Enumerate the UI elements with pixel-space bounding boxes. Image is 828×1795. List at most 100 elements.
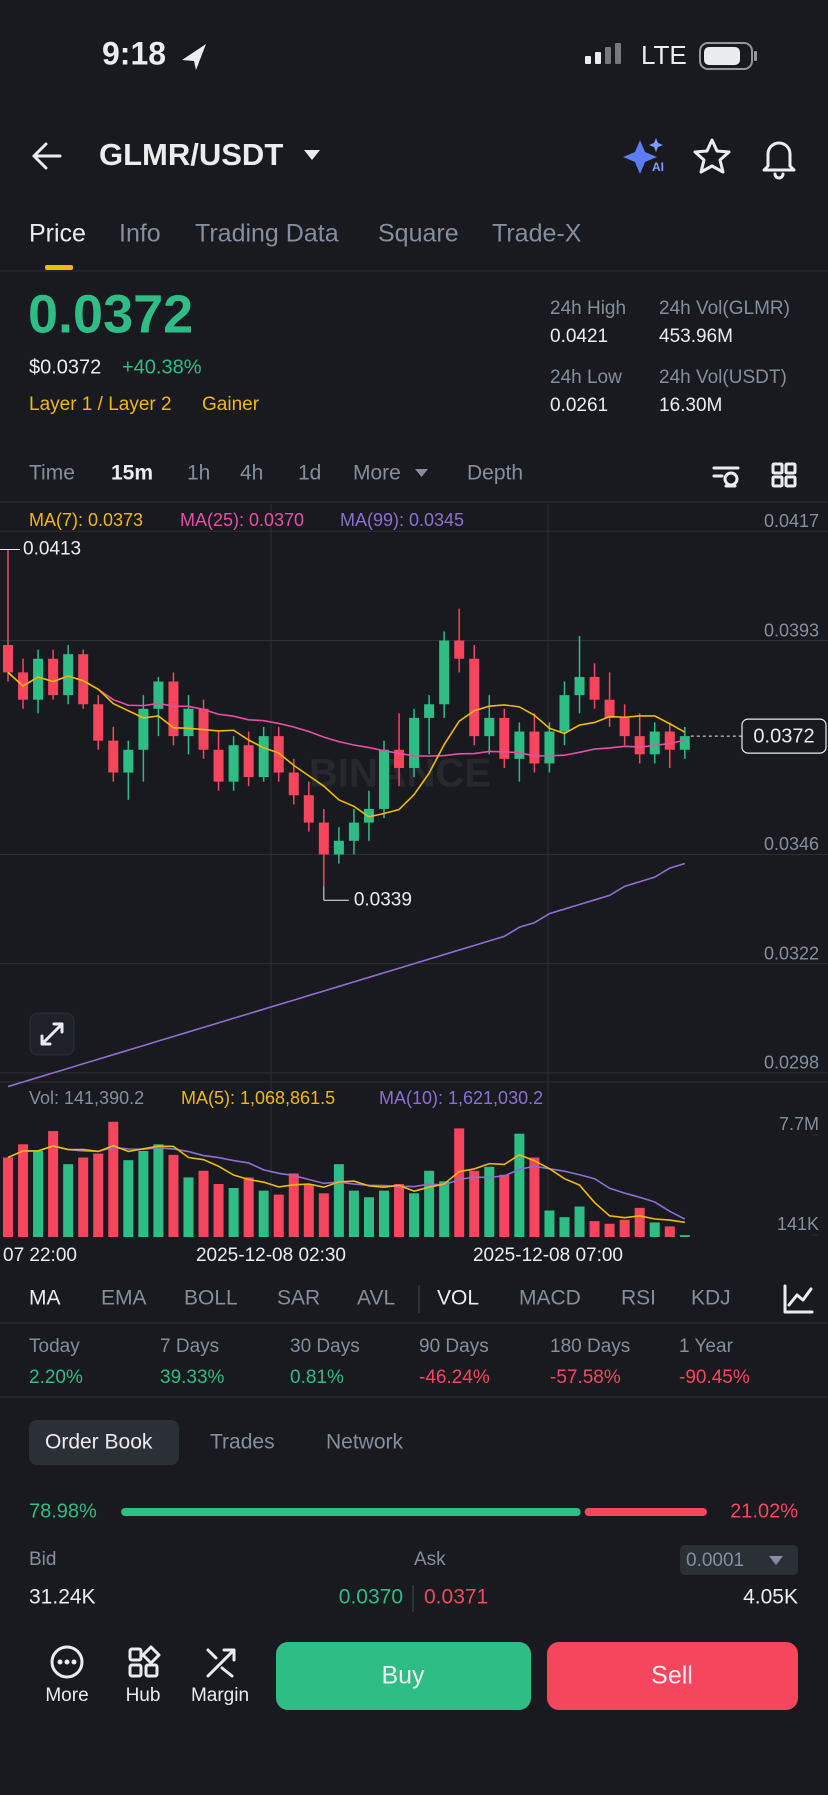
pair-title[interactable]: GLMR/USDT [99, 137, 283, 172]
candle-body [333, 840, 344, 855]
candle-body [454, 640, 465, 659]
indicator[interactable]: MACD [519, 1287, 581, 1310]
more-icon[interactable] [50, 1645, 84, 1679]
candle-body [153, 681, 164, 709]
y-tick-label: 0.0298 [764, 1053, 819, 1073]
volume-bar [439, 1181, 450, 1237]
interval[interactable]: Depth [467, 462, 523, 485]
candle-body [228, 745, 239, 782]
last-price: 0.0372 [28, 284, 193, 344]
volume-bar [63, 1164, 74, 1237]
ask-share-bar [584, 1508, 707, 1516]
tag[interactable]: Layer 1 / Layer 2 [29, 394, 172, 415]
network-label: LTE [641, 40, 687, 70]
precision-select[interactable] [680, 1545, 798, 1575]
candle-body [619, 717, 630, 737]
order-book-tab[interactable]: Network [326, 1431, 404, 1454]
more-caret [415, 469, 428, 477]
nav-label[interactable]: Margin [191, 1685, 249, 1706]
interval[interactable]: 1h [187, 462, 210, 485]
volume-bar [484, 1166, 495, 1237]
last-price-box [741, 718, 827, 754]
candle-body [168, 681, 179, 737]
tab[interactable]: Trading Data [195, 220, 339, 248]
share-bar [121, 1508, 707, 1516]
volume-bar [664, 1226, 675, 1237]
volume-bar [273, 1194, 284, 1237]
favorite-button[interactable] [693, 138, 731, 174]
candle-body [634, 736, 645, 755]
pair-dropdown[interactable] [304, 150, 320, 160]
interval-bar: Time 15m 1h 4h 1d More Depth [29, 462, 523, 485]
volume-bar [634, 1207, 645, 1237]
layout-button[interactable] [771, 462, 797, 488]
hub-icon[interactable] [128, 1645, 161, 1678]
volume-legend: MA(5): 1,068,861.5 [181, 1088, 335, 1108]
indicator[interactable]: MA [29, 1287, 61, 1310]
bottom-nav: More Hub Margin [45, 1685, 249, 1706]
order-book-tab[interactable]: Trades [210, 1431, 275, 1454]
indicator[interactable]: AVL [357, 1287, 395, 1310]
performance-label: 180 Days [550, 1336, 630, 1357]
nav-label[interactable]: More [45, 1685, 88, 1706]
tab[interactable]: Trade-X [492, 220, 582, 248]
stats: 24h High 0.0421 24h Vol(GLMR) 453.96M 24h Lo… [550, 298, 790, 416]
volume-bar [348, 1190, 359, 1237]
ai-badge: AI [652, 160, 664, 174]
candle-body [649, 731, 660, 755]
tab[interactable]: Square [378, 220, 459, 248]
ma25-line [7, 671, 685, 757]
indicator[interactable]: SAR [277, 1287, 320, 1310]
vol-ma5-line [7, 1144, 685, 1224]
interval[interactable]: Time [29, 462, 75, 485]
back-button[interactable] [32, 142, 62, 170]
candle-body [529, 731, 540, 764]
volume-bar [18, 1144, 29, 1237]
tag[interactable]: Gainer [202, 394, 260, 415]
volume-bar [168, 1154, 179, 1237]
performance-label: 1 Year [679, 1336, 734, 1357]
sell-label: Sell [651, 1662, 693, 1690]
candle-body [679, 736, 690, 750]
alert-button[interactable] [762, 141, 796, 180]
ai-button[interactable]: AI [623, 138, 664, 174]
interval[interactable]: 1d [298, 462, 321, 485]
usd-price: $0.0372 [29, 356, 101, 378]
indicator[interactable]: KDJ [691, 1287, 731, 1310]
interval[interactable]: 15m [111, 462, 153, 485]
volume-bar [228, 1187, 239, 1237]
tab[interactable]: Info [119, 220, 161, 248]
indicator[interactable]: EMA [101, 1287, 147, 1310]
volume-bar [424, 1170, 435, 1237]
ma-legend: MA(7): 0.0373 [29, 510, 143, 530]
indicator[interactable]: BOLL [184, 1287, 238, 1310]
volume-bar [243, 1177, 254, 1237]
nav-label[interactable]: Hub [126, 1685, 161, 1706]
candle-body [123, 749, 134, 773]
indicator-settings[interactable] [783, 1284, 814, 1314]
volume-legend: MA(10): 1,621,030.2 [379, 1088, 543, 1108]
ma-legend: MA(99): 0.0345 [340, 510, 464, 530]
tab[interactable]: Price [29, 220, 86, 248]
volume-bar [454, 1128, 465, 1237]
margin-icon[interactable] [206, 1648, 236, 1678]
volume-bar [78, 1157, 89, 1237]
candle-body [363, 808, 374, 823]
sell-button[interactable] [547, 1642, 798, 1710]
buy-button[interactable] [276, 1642, 531, 1710]
volume-bar [379, 1190, 389, 1237]
interval[interactable]: 4h [240, 462, 263, 485]
signal-icon [585, 43, 621, 64]
stat-value: 0.0421 [550, 326, 608, 347]
indicator[interactable]: VOL [437, 1287, 479, 1310]
interval[interactable]: More [353, 462, 401, 485]
candle-body [303, 795, 314, 823]
ma7-line [7, 671, 686, 818]
volume-bar [499, 1174, 510, 1237]
ask-share: 21.02% [730, 1500, 798, 1522]
indicator[interactable]: RSI [621, 1287, 656, 1310]
candle-body [544, 731, 555, 764]
order-book-tab[interactable]: Order Book [45, 1431, 153, 1454]
battery [699, 42, 753, 70]
